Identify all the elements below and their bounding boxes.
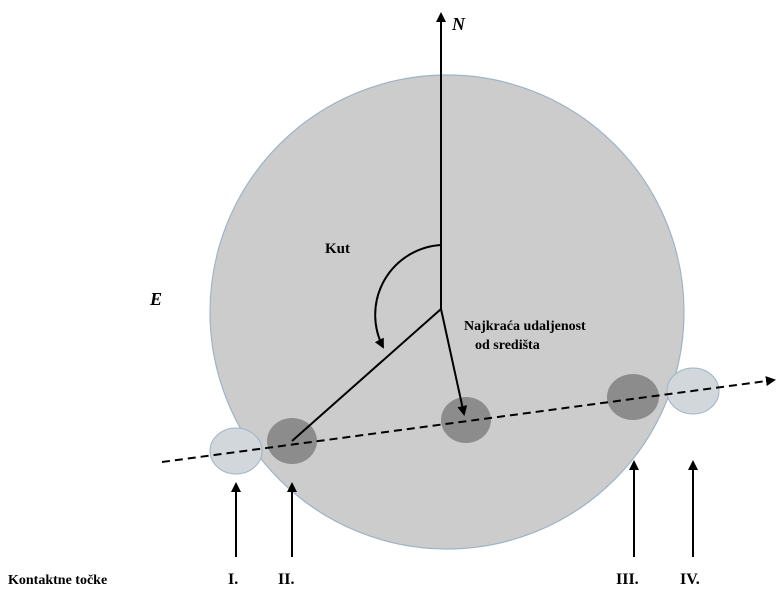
dark-disk-contact-3	[607, 374, 659, 420]
contact-point-label-4: IV.	[680, 571, 700, 588]
contact-point-label-2: II.	[278, 571, 294, 588]
contact-point-label-1: I.	[228, 571, 238, 588]
angle-arc	[374, 244, 442, 349]
angle-label: Kut	[325, 241, 350, 257]
main-disk	[209, 74, 685, 550]
dark-disk-mid	[441, 397, 491, 443]
distance-label-line1: Najkraća udaljenost	[464, 319, 586, 334]
path-line	[161, 376, 776, 463]
contact-point-label-3: III.	[616, 571, 639, 588]
contacts-label: Kontaktne točke	[8, 573, 107, 588]
distance-label-line2: od središta	[475, 338, 540, 353]
small-disk-contact-1	[209, 427, 263, 475]
radius-line	[291, 308, 442, 442]
shortest-distance-arrow	[440, 308, 468, 416]
north-label: N	[451, 14, 466, 34]
east-label: E	[149, 289, 162, 309]
